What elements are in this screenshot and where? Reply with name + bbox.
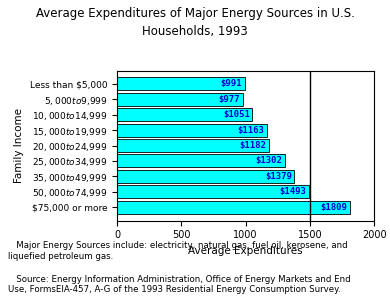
Text: Source: Energy Information Administration, Office of Energy Markets and End
Use,: Source: Energy Information Administratio… — [8, 274, 351, 294]
Bar — [117, 201, 350, 214]
Text: $977: $977 — [219, 95, 240, 104]
Bar — [117, 139, 269, 152]
Bar — [117, 154, 285, 167]
Text: $991: $991 — [220, 80, 242, 88]
Text: $1302: $1302 — [255, 156, 282, 165]
Text: Average Expenditures of Major Energy Sources in U.S.
Households, 1993: Average Expenditures of Major Energy Sou… — [35, 8, 355, 38]
Text: $1493: $1493 — [280, 187, 307, 196]
Bar — [117, 124, 267, 136]
Text: $1182: $1182 — [240, 141, 266, 150]
Bar — [117, 93, 243, 106]
Bar — [117, 185, 309, 198]
Text: $1379: $1379 — [265, 172, 292, 181]
Text: $1163: $1163 — [237, 126, 264, 135]
Text: Major Energy Sources include: electricity, natural gas, fuel oil, kerosene, and
: Major Energy Sources include: electricit… — [8, 242, 347, 261]
Y-axis label: Family Income: Family Income — [14, 108, 24, 183]
Bar — [117, 108, 252, 121]
X-axis label: Average Expenditures: Average Expenditures — [188, 246, 303, 256]
Text: $1809: $1809 — [320, 202, 347, 211]
Bar — [117, 170, 294, 183]
Bar — [117, 77, 245, 90]
Text: $1051: $1051 — [223, 110, 250, 119]
